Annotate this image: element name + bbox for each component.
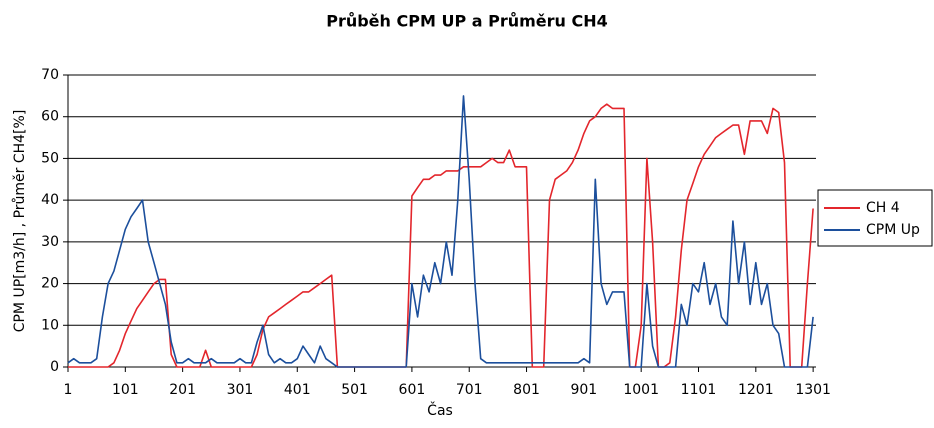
x-tick-label: 501 xyxy=(341,382,368,398)
x-tick-label: 801 xyxy=(513,382,540,398)
chart-title: Průběh CPM UP a Průměru CH4 xyxy=(326,12,608,31)
y-tick-label: 10 xyxy=(41,317,59,333)
legend-label: CH 4 xyxy=(866,200,900,216)
x-tick-label: 401 xyxy=(284,382,311,398)
legend-label: CPM Up xyxy=(866,222,920,238)
y-tick-label: 30 xyxy=(41,234,59,250)
x-tick-label: 901 xyxy=(570,382,597,398)
line-series xyxy=(67,95,814,368)
x-tick-label: 1001 xyxy=(623,382,659,398)
y-tick-label: 50 xyxy=(41,150,59,166)
legend-box xyxy=(817,189,933,247)
x-axis-label: Čas xyxy=(427,401,453,419)
y-axis-label: CPM UP[m3/h] , Průměr CH4[%] xyxy=(12,110,28,333)
x-tick-label: 1101 xyxy=(681,382,717,398)
x-tick-label: 101 xyxy=(112,382,139,398)
y-tick-label: 40 xyxy=(41,192,59,208)
line-series xyxy=(68,103,814,368)
x-tick-label: 301 xyxy=(227,382,254,398)
y-tick-label: 20 xyxy=(41,276,59,292)
x-tick-label: 601 xyxy=(399,382,426,398)
x-tick-label: 1201 xyxy=(738,382,774,398)
x-tick-label: 1 xyxy=(64,382,73,398)
x-tick-label: 701 xyxy=(456,382,483,398)
x-tick-label: 201 xyxy=(169,382,196,398)
y-tick-label: 70 xyxy=(41,67,59,83)
x-tick-label: 1301 xyxy=(795,382,831,398)
y-tick-label: 60 xyxy=(41,109,59,125)
y-tick-label: 0 xyxy=(50,359,59,375)
